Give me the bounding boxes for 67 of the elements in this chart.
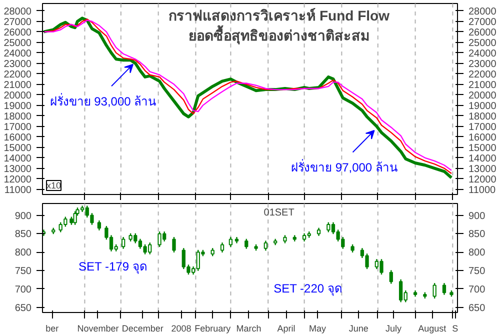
y-tick-label: 18000 — [4, 111, 32, 122]
y2-tick-label: 700 — [468, 284, 486, 296]
x-tick-label: May — [309, 324, 327, 334]
y2-tick-label: 26000 — [468, 27, 497, 38]
y2-tick-label: 15000 — [468, 142, 497, 154]
x-tick-label: June — [348, 324, 368, 334]
x-tick-label: April — [277, 324, 296, 334]
y2-tick-label: 22000 — [468, 69, 497, 80]
y-tick-label: 21000 — [4, 80, 32, 91]
y-tick-label: 20000 — [4, 90, 32, 102]
y2-tick-label: 16000 — [468, 132, 497, 144]
x-tick-label: July — [386, 324, 402, 334]
y2-tick-label: 23000 — [468, 58, 497, 70]
annotation: ฝรั่งขาย 97,000 ล้าน — [291, 158, 398, 174]
chart-title: 01SET — [264, 208, 294, 218]
y2-tick-label: 18000 — [468, 111, 497, 122]
y-tick-label: 16000 — [4, 132, 32, 144]
y2-tick-label: 24000 — [468, 48, 497, 60]
y2-tick-label: 12000 — [468, 174, 497, 186]
y2-tick-label: 800 — [468, 248, 486, 259]
y2-tick-label: 850 — [468, 229, 486, 240]
text: ยอดซื้อสุทธิของต่างชาติสะสม — [188, 24, 370, 44]
y-tick-label: 22000 — [4, 69, 32, 80]
y-tick-label: 11000 — [4, 184, 32, 196]
y2-tick-label: 650 — [468, 302, 486, 314]
y2-tick-label: 900 — [468, 210, 486, 222]
annotation: ฝรั่งขาย 93,000 ล้าน — [50, 92, 156, 108]
y2-tick-label: 19000 — [468, 100, 497, 112]
y-tick-label: 24000 — [4, 48, 32, 60]
x-tick-label: December — [122, 324, 164, 334]
y-tick-label: 27000 — [4, 16, 32, 28]
annotation: SET -220 จุด — [274, 282, 342, 297]
y-tick-label: 23000 — [4, 58, 32, 70]
x-tick-label: November — [77, 324, 119, 334]
y-tick-label: 15000 — [4, 142, 32, 154]
y2-tick-label: 27000 — [468, 16, 497, 28]
x-tick-label: August — [418, 324, 447, 334]
y-tick-label: 13000 — [4, 164, 32, 175]
y2-tick-label: 21000 — [468, 80, 497, 91]
y-tick-label: 650 — [14, 302, 32, 314]
y2-tick-label: 13000 — [468, 164, 497, 175]
y-tick-label: 850 — [14, 229, 32, 240]
x-tick-label: 2008 — [171, 324, 192, 334]
y2-tick-label: 11000 — [468, 184, 496, 196]
y2-tick-label: 25000 — [468, 38, 497, 49]
annotation: SET -179 จุด — [78, 260, 148, 275]
x-tick-label: March — [236, 324, 262, 334]
x-tick-label: S — [452, 324, 458, 334]
x-tick-label: ber — [46, 324, 59, 334]
y2-tick-label: 14000 — [468, 153, 497, 164]
y2-tick-label: 20000 — [468, 90, 497, 102]
chart-title: กราฟแสดงการวิเคราะห์ Fund Flow — [168, 8, 390, 24]
y-tick-label: 750 — [14, 266, 32, 278]
y-tick-label: 900 — [14, 210, 32, 222]
y2-tick-label: 17000 — [468, 122, 497, 133]
y-tick-label: 17000 — [4, 122, 32, 133]
y-tick-label: 28000 — [4, 6, 32, 18]
y-tick-label: 12000 — [4, 174, 32, 186]
y-tick-label: 700 — [14, 284, 32, 296]
y-tick-label: 26000 — [4, 27, 32, 38]
y2-tick-label: 750 — [468, 266, 486, 278]
y-tick-label: 14000 — [4, 153, 32, 164]
y-tick-label: 25000 — [4, 38, 32, 49]
x-tick-label: February — [194, 324, 232, 334]
y-tick-label: 19000 — [4, 100, 32, 112]
y-tick-label: 800 — [14, 248, 32, 259]
y2-tick-label: 28000 — [468, 6, 497, 18]
